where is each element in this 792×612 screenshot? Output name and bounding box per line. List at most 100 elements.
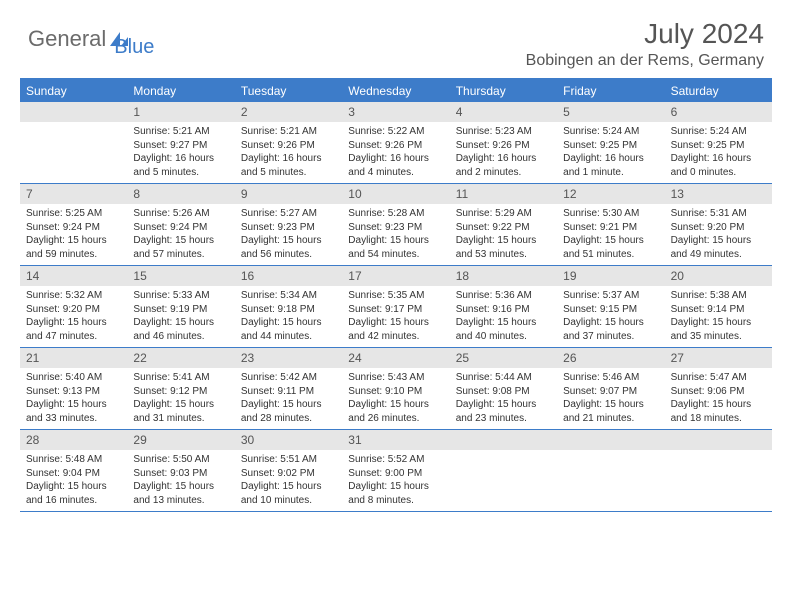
day-number: 14 (20, 266, 127, 286)
sunset-line: Sunset: 9:24 PM (133, 221, 228, 235)
day-body: Sunrise: 5:47 AMSunset: 9:06 PMDaylight:… (665, 368, 772, 429)
sunset-line: Sunset: 9:20 PM (26, 303, 121, 317)
calendar-cell (450, 430, 557, 511)
daylight-line: Daylight: 15 hours and 51 minutes. (563, 234, 658, 261)
sunrise-line: Sunrise: 5:40 AM (26, 371, 121, 385)
day-body: Sunrise: 5:41 AMSunset: 9:12 PMDaylight:… (127, 368, 234, 429)
sunrise-line: Sunrise: 5:24 AM (563, 125, 658, 139)
calendar-cell: 25Sunrise: 5:44 AMSunset: 9:08 PMDayligh… (450, 348, 557, 429)
day-body: Sunrise: 5:37 AMSunset: 9:15 PMDaylight:… (557, 286, 664, 347)
day-body: Sunrise: 5:33 AMSunset: 9:19 PMDaylight:… (127, 286, 234, 347)
day-header-sun: Sunday (20, 80, 127, 102)
day-number: 20 (665, 266, 772, 286)
day-number: 8 (127, 184, 234, 204)
day-number: 9 (235, 184, 342, 204)
calendar-week: 7Sunrise: 5:25 AMSunset: 9:24 PMDaylight… (20, 184, 772, 266)
sunrise-line: Sunrise: 5:41 AM (133, 371, 228, 385)
day-number: 12 (557, 184, 664, 204)
month-title: July 2024 (526, 18, 764, 50)
daylight-line: Daylight: 16 hours and 5 minutes. (241, 152, 336, 179)
sunset-line: Sunset: 9:23 PM (241, 221, 336, 235)
location-label: Bobingen an der Rems, Germany (526, 52, 764, 70)
calendar-cell: 2Sunrise: 5:21 AMSunset: 9:26 PMDaylight… (235, 102, 342, 183)
day-number: 1 (127, 102, 234, 122)
sunset-line: Sunset: 9:20 PM (671, 221, 766, 235)
daylight-line: Daylight: 15 hours and 40 minutes. (456, 316, 551, 343)
logo-text-general: General (28, 26, 106, 52)
sunset-line: Sunset: 9:25 PM (671, 139, 766, 153)
sunrise-line: Sunrise: 5:30 AM (563, 207, 658, 221)
sunrise-line: Sunrise: 5:43 AM (348, 371, 443, 385)
day-number: 24 (342, 348, 449, 368)
sunset-line: Sunset: 9:03 PM (133, 467, 228, 481)
calendar-cell: 6Sunrise: 5:24 AMSunset: 9:25 PMDaylight… (665, 102, 772, 183)
calendar-cell: 21Sunrise: 5:40 AMSunset: 9:13 PMDayligh… (20, 348, 127, 429)
day-body: Sunrise: 5:32 AMSunset: 9:20 PMDaylight:… (20, 286, 127, 347)
sunset-line: Sunset: 9:24 PM (26, 221, 121, 235)
day-number: 3 (342, 102, 449, 122)
day-body: Sunrise: 5:22 AMSunset: 9:26 PMDaylight:… (342, 122, 449, 183)
day-body: Sunrise: 5:42 AMSunset: 9:11 PMDaylight:… (235, 368, 342, 429)
daylight-line: Daylight: 15 hours and 44 minutes. (241, 316, 336, 343)
daylight-line: Daylight: 15 hours and 37 minutes. (563, 316, 658, 343)
day-number: 16 (235, 266, 342, 286)
day-number: 18 (450, 266, 557, 286)
sunrise-line: Sunrise: 5:44 AM (456, 371, 551, 385)
sunset-line: Sunset: 9:26 PM (456, 139, 551, 153)
calendar-cell: 24Sunrise: 5:43 AMSunset: 9:10 PMDayligh… (342, 348, 449, 429)
sunset-line: Sunset: 9:27 PM (133, 139, 228, 153)
day-body: Sunrise: 5:36 AMSunset: 9:16 PMDaylight:… (450, 286, 557, 347)
daylight-line: Daylight: 15 hours and 49 minutes. (671, 234, 766, 261)
sunrise-line: Sunrise: 5:24 AM (671, 125, 766, 139)
title-block: July 2024 Bobingen an der Rems, Germany (526, 18, 764, 70)
daylight-line: Daylight: 15 hours and 13 minutes. (133, 480, 228, 507)
sunset-line: Sunset: 9:12 PM (133, 385, 228, 399)
calendar-cell: 16Sunrise: 5:34 AMSunset: 9:18 PMDayligh… (235, 266, 342, 347)
day-body: Sunrise: 5:43 AMSunset: 9:10 PMDaylight:… (342, 368, 449, 429)
daylight-line: Daylight: 15 hours and 18 minutes. (671, 398, 766, 425)
day-body: Sunrise: 5:38 AMSunset: 9:14 PMDaylight:… (665, 286, 772, 347)
calendar-cell: 23Sunrise: 5:42 AMSunset: 9:11 PMDayligh… (235, 348, 342, 429)
daylight-line: Daylight: 15 hours and 53 minutes. (456, 234, 551, 261)
day-body: Sunrise: 5:50 AMSunset: 9:03 PMDaylight:… (127, 450, 234, 511)
day-body: Sunrise: 5:34 AMSunset: 9:18 PMDaylight:… (235, 286, 342, 347)
day-body: Sunrise: 5:29 AMSunset: 9:22 PMDaylight:… (450, 204, 557, 265)
day-body: Sunrise: 5:35 AMSunset: 9:17 PMDaylight:… (342, 286, 449, 347)
logo: General Blue (28, 18, 154, 59)
daylight-line: Daylight: 15 hours and 28 minutes. (241, 398, 336, 425)
sunrise-line: Sunrise: 5:48 AM (26, 453, 121, 467)
day-body: Sunrise: 5:28 AMSunset: 9:23 PMDaylight:… (342, 204, 449, 265)
calendar-cell: 10Sunrise: 5:28 AMSunset: 9:23 PMDayligh… (342, 184, 449, 265)
sunrise-line: Sunrise: 5:38 AM (671, 289, 766, 303)
daylight-line: Daylight: 16 hours and 2 minutes. (456, 152, 551, 179)
day-body: Sunrise: 5:23 AMSunset: 9:26 PMDaylight:… (450, 122, 557, 183)
sunrise-line: Sunrise: 5:37 AM (563, 289, 658, 303)
daylight-line: Daylight: 15 hours and 10 minutes. (241, 480, 336, 507)
daylight-line: Daylight: 15 hours and 23 minutes. (456, 398, 551, 425)
calendar-cell: 7Sunrise: 5:25 AMSunset: 9:24 PMDaylight… (20, 184, 127, 265)
day-number: 2 (235, 102, 342, 122)
daylight-line: Daylight: 16 hours and 1 minute. (563, 152, 658, 179)
calendar-cell: 29Sunrise: 5:50 AMSunset: 9:03 PMDayligh… (127, 430, 234, 511)
daylight-line: Daylight: 15 hours and 26 minutes. (348, 398, 443, 425)
sunset-line: Sunset: 9:23 PM (348, 221, 443, 235)
sunrise-line: Sunrise: 5:34 AM (241, 289, 336, 303)
calendar-cell (665, 430, 772, 511)
sunrise-line: Sunrise: 5:22 AM (348, 125, 443, 139)
sunset-line: Sunset: 9:25 PM (563, 139, 658, 153)
day-number: 26 (557, 348, 664, 368)
calendar-cell: 3Sunrise: 5:22 AMSunset: 9:26 PMDaylight… (342, 102, 449, 183)
calendar-cell: 19Sunrise: 5:37 AMSunset: 9:15 PMDayligh… (557, 266, 664, 347)
sunset-line: Sunset: 9:08 PM (456, 385, 551, 399)
sunrise-line: Sunrise: 5:25 AM (26, 207, 121, 221)
sunrise-line: Sunrise: 5:36 AM (456, 289, 551, 303)
day-body: Sunrise: 5:27 AMSunset: 9:23 PMDaylight:… (235, 204, 342, 265)
sunrise-line: Sunrise: 5:21 AM (241, 125, 336, 139)
sunset-line: Sunset: 9:15 PM (563, 303, 658, 317)
sunset-line: Sunset: 9:00 PM (348, 467, 443, 481)
day-number: 5 (557, 102, 664, 122)
calendar-cell: 31Sunrise: 5:52 AMSunset: 9:00 PMDayligh… (342, 430, 449, 511)
sunset-line: Sunset: 9:02 PM (241, 467, 336, 481)
daylight-line: Daylight: 15 hours and 46 minutes. (133, 316, 228, 343)
sunset-line: Sunset: 9:10 PM (348, 385, 443, 399)
